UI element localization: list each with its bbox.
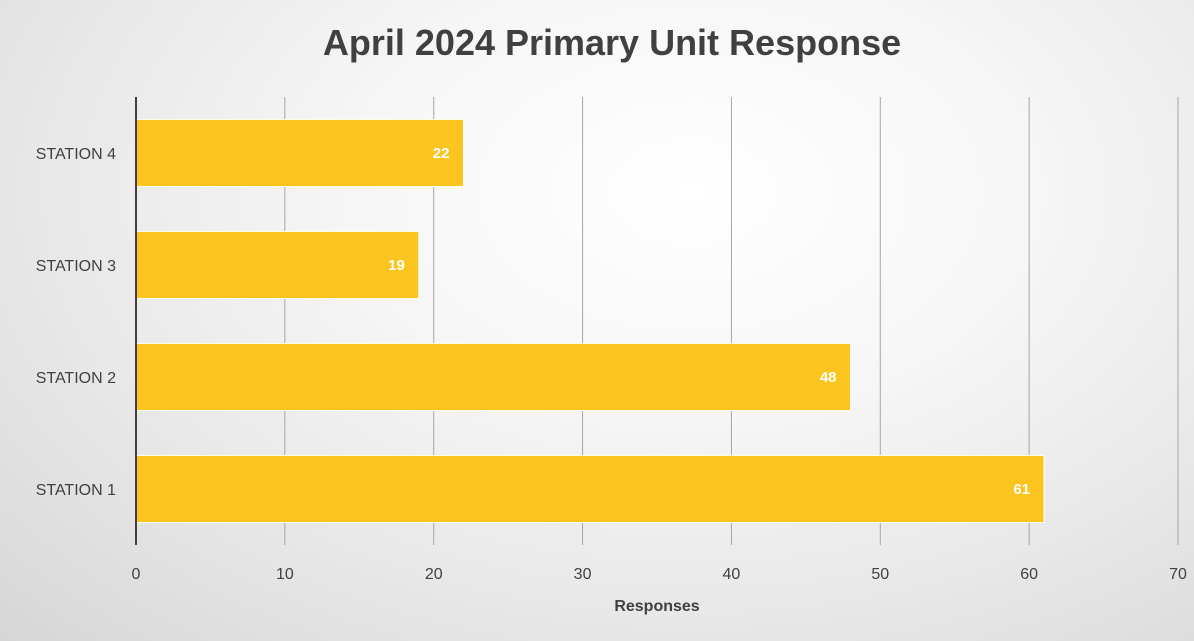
x-tick-label: 60 bbox=[1020, 566, 1038, 583]
bar-station-2 bbox=[135, 342, 852, 412]
x-tick-label: 50 bbox=[871, 566, 889, 583]
bar-station-3 bbox=[135, 230, 420, 300]
bar-station-1 bbox=[135, 454, 1045, 524]
axes: 0 10 20 30 40 50 60 70 STATION 1 STATION 2 STATION… bbox=[36, 97, 1187, 583]
y-category-label: STATION 4 bbox=[36, 146, 116, 163]
bar-value-label: 61 bbox=[1013, 481, 1030, 498]
bars: 61 48 19 22 bbox=[135, 118, 1045, 524]
x-tick-label: 0 bbox=[132, 566, 141, 583]
x-tick-label: 70 bbox=[1169, 566, 1187, 583]
bar-value-label: 22 bbox=[433, 145, 450, 162]
bar-station-4 bbox=[135, 118, 464, 188]
y-category-label: STATION 2 bbox=[36, 370, 116, 387]
x-tick-label: 30 bbox=[574, 566, 592, 583]
x-tick-label: 40 bbox=[723, 566, 741, 583]
y-category-label: STATION 1 bbox=[36, 482, 116, 499]
y-category-label: STATION 3 bbox=[36, 258, 116, 275]
bar-value-label: 48 bbox=[820, 369, 837, 386]
bar-value-label: 19 bbox=[388, 257, 405, 274]
x-axis-title: Responses bbox=[614, 598, 699, 615]
x-tick-label: 10 bbox=[276, 566, 294, 583]
chart-title: April 2024 Primary Unit Response bbox=[322, 22, 902, 63]
x-tick-label: 20 bbox=[425, 566, 443, 583]
